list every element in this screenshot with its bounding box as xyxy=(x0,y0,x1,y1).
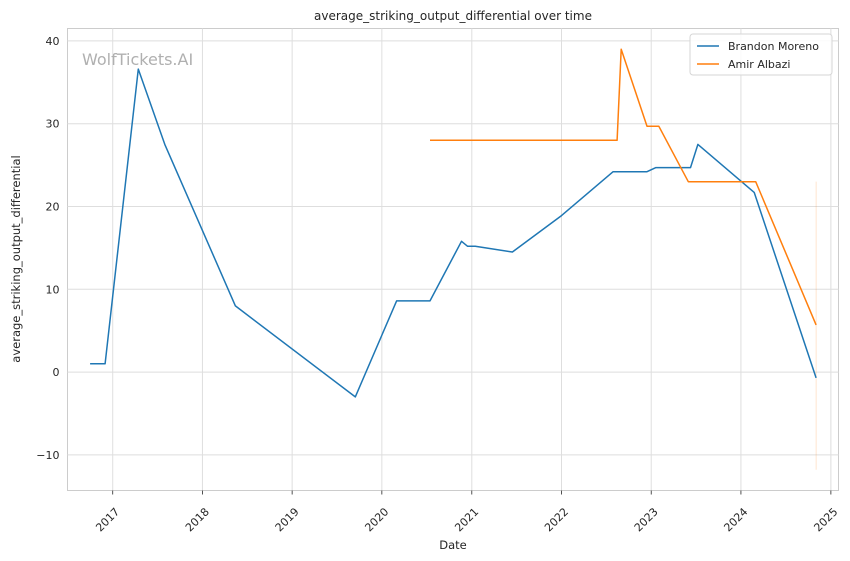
grid-lines xyxy=(67,28,839,491)
y-tick-label: 30 xyxy=(46,118,60,131)
x-tick-label: 2022 xyxy=(542,505,571,534)
y-tick-label: 20 xyxy=(46,201,60,214)
watermark-text: WolfTickets.AI xyxy=(82,50,193,69)
x-axis-label: Date xyxy=(439,538,467,552)
x-tick-label: 2025 xyxy=(811,505,840,534)
x-axis-ticks: 2017 2018 2019 2020 2021 2022 2023 2024 2025 xyxy=(93,490,840,534)
x-tick-label: 2017 xyxy=(93,505,122,534)
legend-label-amir-albazi: Amir Albazi xyxy=(728,58,790,71)
y-tick-label: 10 xyxy=(46,283,60,296)
y-tick-label: 0 xyxy=(53,366,60,379)
x-tick-label: 2023 xyxy=(632,505,661,534)
x-tick-label: 2019 xyxy=(273,505,302,534)
y-tick-label: −10 xyxy=(36,449,59,462)
y-tick-label: 40 xyxy=(46,35,60,48)
series-line-amir-albazi xyxy=(430,48,817,326)
y-axis-label: average_striking_output_differential xyxy=(9,155,23,362)
x-tick-label: 2024 xyxy=(721,505,750,534)
plot-frame xyxy=(67,28,839,491)
series-lines xyxy=(90,48,817,398)
y-axis-ticks: −10 0 10 20 30 40 xyxy=(36,35,59,462)
legend: Brandon Moreno Amir Albazi xyxy=(689,33,833,76)
legend-box xyxy=(689,33,833,76)
x-tick-label: 2018 xyxy=(183,505,212,534)
x-tick-label: 2020 xyxy=(362,505,391,534)
plot-area xyxy=(67,28,839,491)
series-line-brandon-moreno xyxy=(90,68,817,398)
legend-label-brandon-moreno: Brandon Moreno xyxy=(728,40,819,53)
x-tick-label: 2021 xyxy=(452,505,481,534)
chart-title: average_striking_output_differential ove… xyxy=(314,9,592,23)
